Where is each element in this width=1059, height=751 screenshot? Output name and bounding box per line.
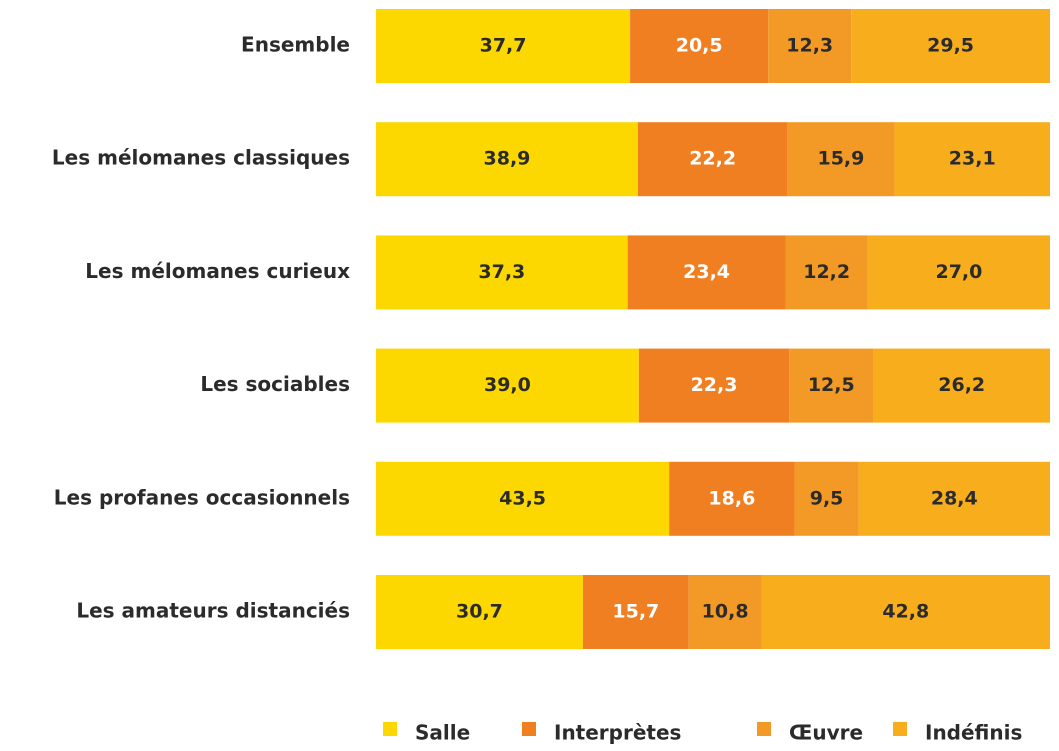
bar-segment bbox=[376, 122, 638, 197]
bar-segment bbox=[582, 575, 689, 649]
data-label: 22,3 bbox=[691, 374, 738, 396]
data-label: 12,5 bbox=[808, 374, 855, 396]
data-label: 26,2 bbox=[938, 374, 985, 396]
data-label: 37,7 bbox=[480, 35, 527, 57]
data-label: 29,5 bbox=[927, 35, 974, 57]
bar-segment bbox=[858, 461, 1050, 536]
data-label: 12,3 bbox=[786, 35, 833, 57]
bar-segment bbox=[376, 461, 670, 536]
data-label: 38,9 bbox=[484, 148, 531, 170]
legend-label: Salle bbox=[415, 721, 470, 745]
category-label: Les mélomanes curieux bbox=[85, 259, 350, 283]
legend-label: Interprètes bbox=[554, 721, 681, 745]
data-label: 10,8 bbox=[702, 601, 749, 623]
bar-segment bbox=[638, 348, 790, 423]
category-label: Les sociables bbox=[200, 372, 350, 396]
data-label: 22,2 bbox=[689, 148, 736, 170]
data-label: 20,5 bbox=[676, 35, 723, 57]
data-label: 15,9 bbox=[817, 148, 864, 170]
bar-segment bbox=[794, 461, 859, 536]
bar-segment bbox=[376, 348, 639, 423]
bar-segment bbox=[867, 235, 1050, 310]
category-label: Les mélomanes classiques bbox=[52, 146, 350, 170]
data-label: 23,1 bbox=[949, 148, 996, 170]
bar-segment bbox=[637, 122, 788, 197]
legend-swatch bbox=[757, 722, 771, 736]
data-label: 37,3 bbox=[478, 261, 525, 283]
category-label: Les profanes occasionnels bbox=[54, 485, 350, 509]
bar-segment bbox=[688, 575, 762, 649]
bar-segment bbox=[761, 575, 1050, 649]
bar-segment bbox=[627, 235, 786, 310]
legend-swatch bbox=[383, 722, 397, 736]
bar-segment bbox=[376, 9, 631, 83]
bar-segment bbox=[669, 461, 795, 536]
category-label: Les amateurs distanciés bbox=[76, 599, 350, 623]
data-label: 39,0 bbox=[484, 374, 531, 396]
data-label: 15,7 bbox=[612, 601, 659, 623]
legend-swatch bbox=[522, 722, 536, 736]
legend-swatch bbox=[893, 722, 907, 736]
category-label: Ensemble bbox=[241, 33, 350, 57]
bar-segment bbox=[873, 348, 1050, 423]
bar-segment bbox=[376, 575, 583, 649]
bar-segment bbox=[376, 235, 628, 310]
bar-segment bbox=[785, 235, 868, 310]
data-label: 18,6 bbox=[708, 487, 755, 509]
bar-segment bbox=[851, 9, 1050, 83]
data-label: 42,8 bbox=[882, 601, 929, 623]
data-label: 12,2 bbox=[803, 261, 850, 283]
bar-segment bbox=[630, 9, 769, 83]
data-label: 27,0 bbox=[935, 261, 982, 283]
bar-segment bbox=[894, 122, 1050, 197]
legend-label: Œuvre bbox=[789, 721, 863, 745]
legend-label: Indéfinis bbox=[925, 721, 1022, 745]
bar-segment bbox=[768, 9, 852, 83]
data-label: 28,4 bbox=[931, 487, 978, 509]
bar-segment bbox=[789, 348, 874, 423]
data-label: 30,7 bbox=[456, 601, 503, 623]
data-label: 43,5 bbox=[499, 487, 546, 509]
bar-segment bbox=[787, 122, 895, 197]
data-label: 9,5 bbox=[810, 487, 844, 509]
data-label: 23,4 bbox=[683, 261, 730, 283]
